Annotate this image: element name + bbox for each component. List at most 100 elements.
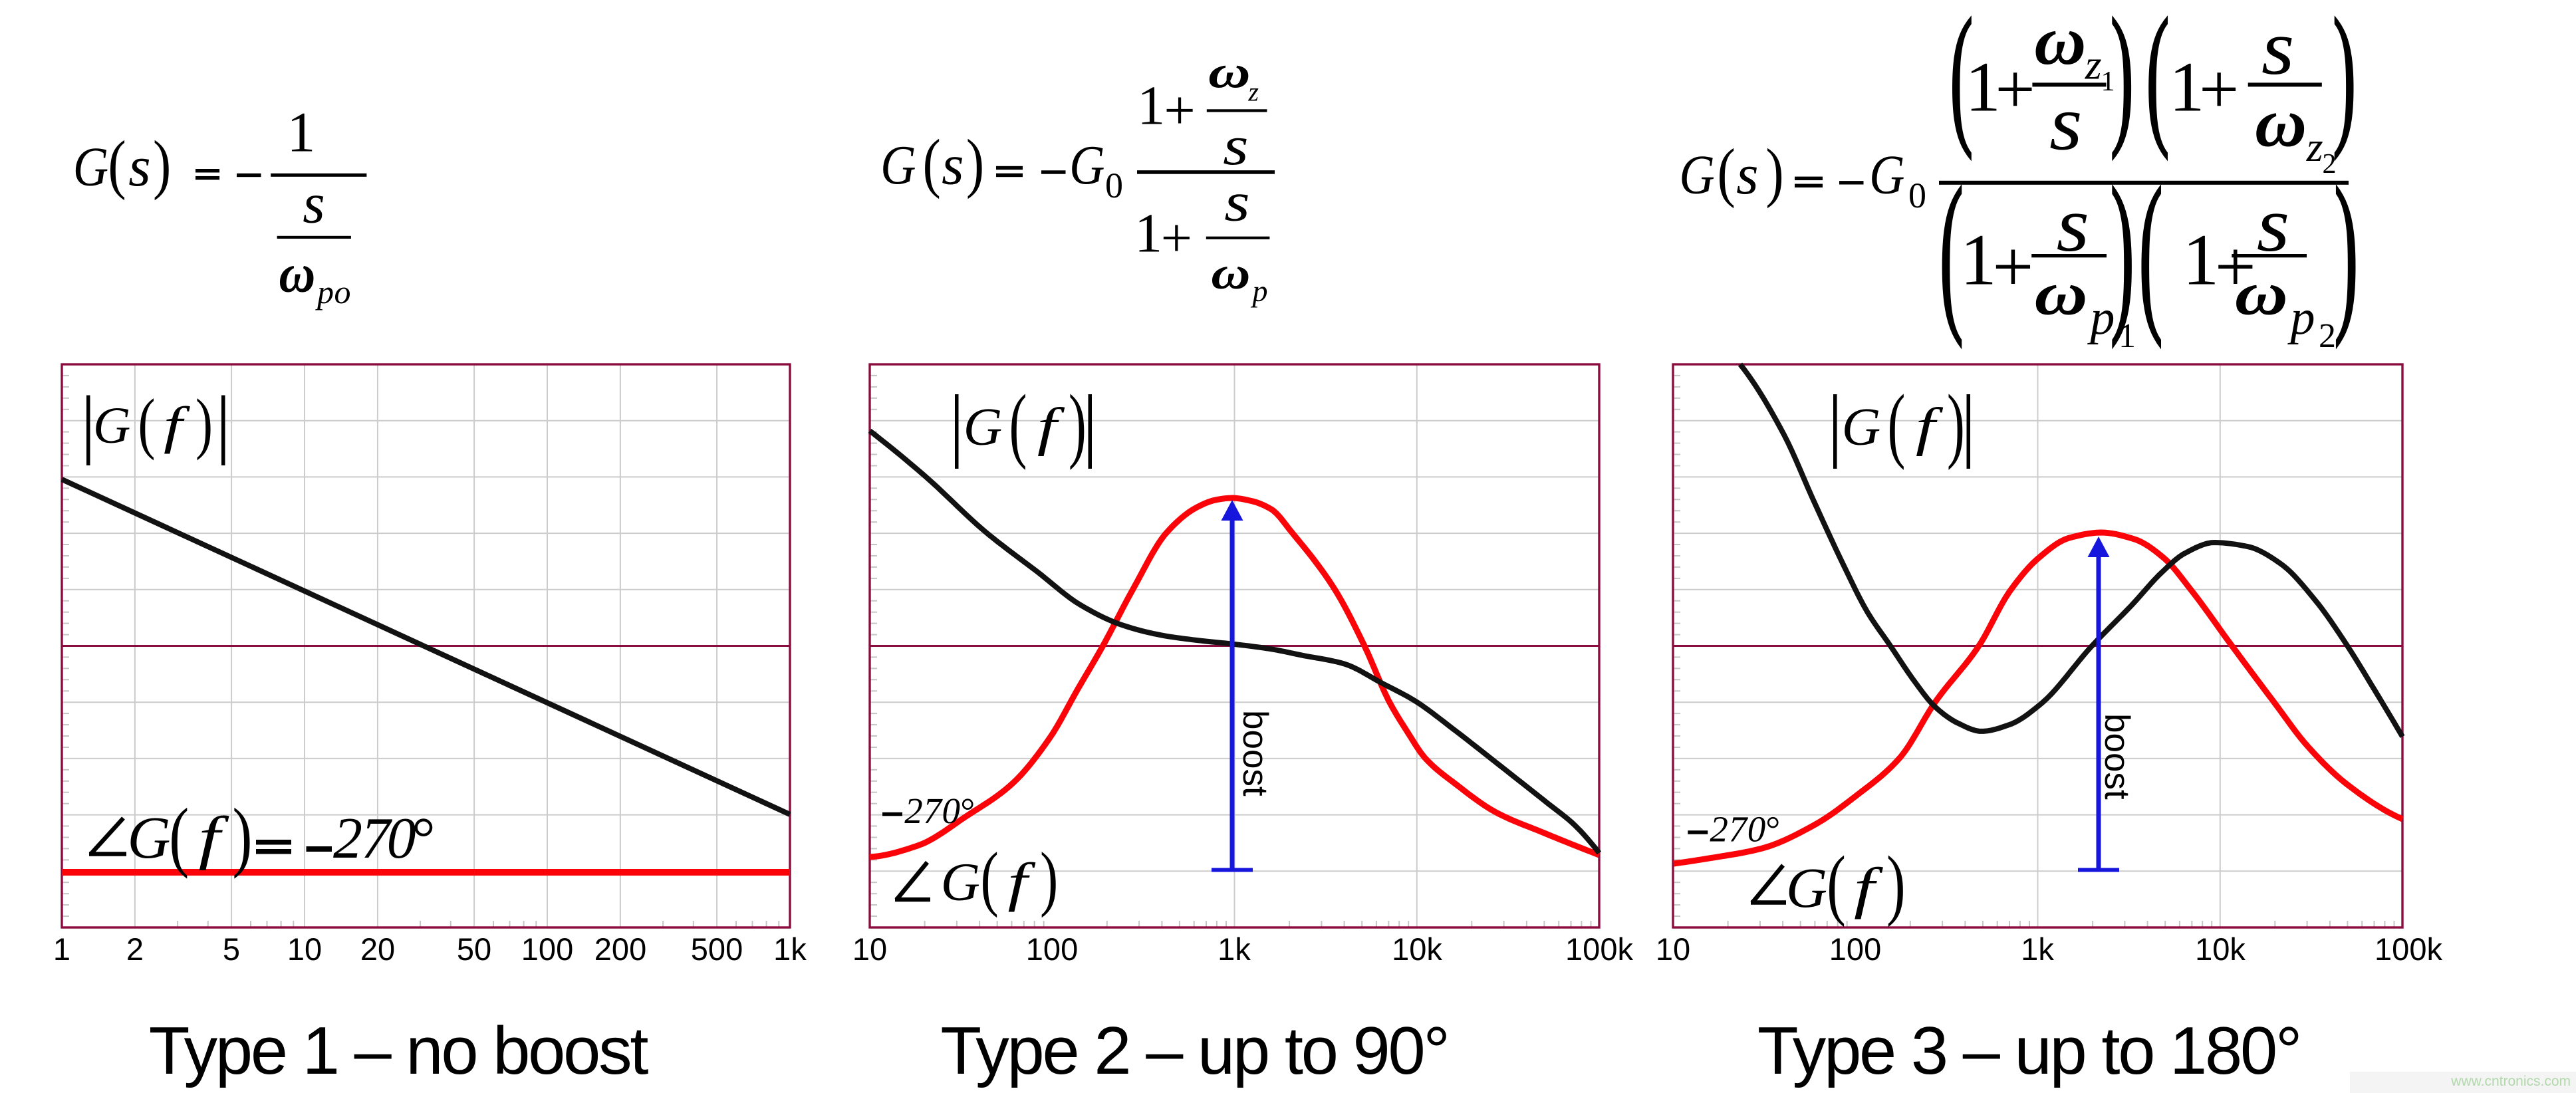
svg-text:(: ( [1717,136,1735,209]
svg-text:): ) [1040,837,1058,917]
svg-text:(: ( [169,792,189,879]
svg-text:ω: ω [1211,247,1250,299]
svg-text:1: 1 [287,100,315,164]
svg-text:p: p [315,273,334,310]
svg-text:°: ° [960,790,974,831]
svg-text:(: ( [2138,152,2163,349]
svg-text:): ) [1886,841,1906,927]
svg-text:f: f [1916,397,1943,457]
svg-text:7: 7 [1729,809,1749,850]
svg-text:G: G [93,396,130,454]
svg-text:p: p [2287,291,2315,345]
svg-text:f: f [164,396,190,454]
svg-text:ω: ω [2235,259,2288,328]
svg-text:): ) [966,126,984,199]
svg-text:z: z [1247,77,1259,107]
svg-text:2: 2 [333,806,362,871]
svg-text:z: z [2306,123,2323,170]
svg-text:(: ( [1939,152,1964,349]
svg-text:1: 1 [1137,75,1165,137]
svg-text:1: 1 [1965,49,2001,127]
svg-text:s: s [2049,80,2083,167]
svg-text:G: G [1786,856,1827,919]
svg-text:1: 1 [1960,219,1997,300]
svg-text:0: 0 [1908,176,1926,215]
svg-text:(: ( [922,126,940,199]
svg-text:+: + [1164,80,1195,142]
svg-text:(: ( [108,128,126,201]
svg-text:G: G [1679,144,1714,206]
svg-text:z: z [2085,41,2102,88]
svg-text:ω: ω [2034,259,2087,328]
svg-text:): ) [1765,136,1783,209]
svg-text:G: G [1069,134,1104,196]
svg-text:(: ( [1950,0,1974,160]
svg-text:+: + [2215,226,2256,307]
svg-text:2: 2 [1710,809,1728,850]
svg-text:2: 2 [2319,317,2336,355]
svg-text:G: G [128,805,171,871]
svg-text:): ) [195,385,213,461]
svg-text:f: f [1854,856,1884,919]
svg-text:s: s [1224,170,1250,232]
svg-text:ω: ω [2034,2,2086,79]
svg-text:s: s [128,134,150,198]
svg-text:s: s [1736,142,1758,206]
svg-text:s: s [2057,181,2090,268]
svg-text:boost: boost [2097,713,2136,800]
svg-text:s: s [2257,181,2290,268]
svg-text:7: 7 [361,806,393,871]
svg-text:2: 2 [904,790,923,831]
svg-text:7: 7 [923,790,943,831]
svg-text:G: G [941,852,980,912]
svg-text:°: ° [1765,809,1779,850]
svg-text:): ) [2110,152,2134,349]
svg-text:1: 1 [2182,219,2219,300]
svg-text:s: s [1223,114,1249,176]
svg-text:s: s [2261,4,2295,91]
svg-text:): ) [1947,377,1965,471]
svg-text:s: s [942,133,964,197]
svg-text:f: f [1037,397,1065,457]
svg-text:+: + [1161,207,1192,269]
svg-text:ω: ω [2255,84,2307,162]
svg-text:1: 1 [1134,203,1162,265]
svg-text:boost: boost [1235,710,1275,796]
svg-text:o: o [334,273,351,310]
svg-text:): ) [2111,0,2134,160]
svg-text:): ) [2334,152,2359,349]
svg-text:(: ( [1827,841,1846,927]
svg-text:1: 1 [2101,66,2115,97]
svg-text:(: ( [138,385,156,461]
svg-text:(: ( [2146,0,2170,160]
svg-text:+: + [1992,226,2033,307]
svg-text:G: G [964,397,1003,457]
svg-text:): ) [232,792,252,879]
svg-text:+: + [2199,51,2239,129]
svg-text:p: p [1251,274,1268,308]
svg-text:): ) [2333,0,2357,160]
svg-text:ω: ω [1208,46,1251,98]
svg-text:+: + [1995,51,2035,129]
svg-text:f: f [1008,852,1037,912]
svg-text:0: 0 [387,806,416,871]
svg-text:G: G [73,136,108,198]
svg-text:°: ° [410,806,434,871]
svg-text:2: 2 [2323,149,2337,180]
svg-text:G: G [1869,144,1904,206]
svg-text:(: ( [1887,377,1905,471]
svg-text:1: 1 [2169,49,2205,127]
svg-text:(: ( [980,837,998,917]
svg-text:0: 0 [1105,166,1123,205]
svg-text:G: G [880,134,916,196]
svg-text:(: ( [1009,377,1027,471]
svg-text:0: 0 [942,790,961,831]
svg-text:s: s [303,171,324,235]
svg-text:p: p [2087,291,2115,345]
svg-text:ω: ω [279,243,315,304]
svg-text:0: 0 [1747,809,1766,850]
svg-text:1: 1 [2119,317,2136,355]
svg-text:): ) [1069,377,1087,471]
svg-text:G: G [1842,397,1881,457]
svg-text:): ) [153,128,171,201]
